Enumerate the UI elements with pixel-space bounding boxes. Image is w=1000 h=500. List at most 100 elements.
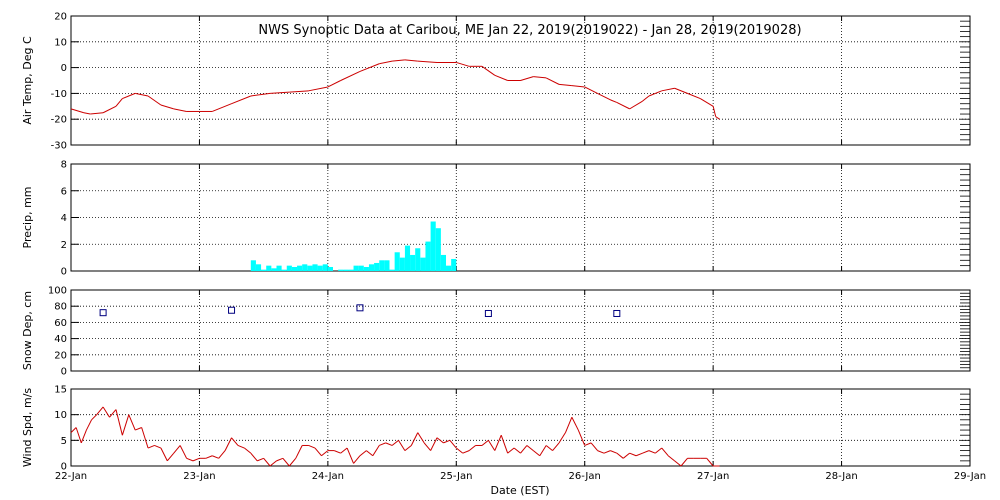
wind-speed-line-segment: [160, 447, 168, 462]
wind-speed-line-segment: [552, 442, 560, 451]
snow-depth-ytick-label: 20: [54, 350, 67, 361]
air-temp-line-segment: [404, 59, 418, 62]
wind-speed-line-segment: [655, 447, 663, 454]
x-tick-label: 26-Jan: [569, 471, 601, 482]
wind-speed-ytick-label: 0: [61, 462, 67, 473]
air-temp-line-segment: [712, 106, 717, 117]
precip-ytick-label: 4: [61, 213, 67, 224]
wind-speed-line-segment: [385, 442, 393, 446]
air-temp-frame: [70, 15, 971, 146]
air-temp-line-segment: [379, 60, 393, 65]
precip-bar: [435, 228, 441, 271]
wind-speed-line-segment: [545, 445, 553, 451]
wind-speed-line-segment: [379, 442, 386, 446]
air-temp-line-segment: [212, 103, 232, 112]
precip-ylabel: Precip, mm: [21, 187, 34, 249]
wind-speed-line-segment: [353, 455, 361, 464]
air-temp-line-segment: [597, 92, 611, 101]
wind-speed-line-segment: [244, 447, 252, 454]
air-temp-line-segment: [340, 71, 361, 81]
precip-bar: [322, 264, 328, 271]
air-temp-line-segment: [173, 108, 187, 112]
air-temp-line-segment: [70, 108, 84, 114]
air-temp-line-segment: [545, 77, 560, 85]
x-tick-label: 29-Jan: [954, 471, 986, 482]
wind-speed-line-segment: [85, 419, 92, 431]
snow-depth-ytick-label: 40: [54, 334, 67, 345]
air-temp-line-segment: [392, 59, 405, 62]
wind-speed-line-segment: [674, 460, 682, 467]
wind-speed-line-segment: [237, 445, 245, 449]
wind-speed-line-segment: [642, 450, 650, 454]
air-temp-line-segment: [520, 76, 534, 81]
precip-bar: [297, 265, 303, 271]
wind-speed-line-segment: [359, 450, 367, 457]
wind-speed-line-segment: [455, 447, 464, 454]
air-temp-line-segment: [289, 90, 309, 93]
air-temp-line-segment: [558, 83, 572, 87]
wind-speed-line-segment: [462, 450, 470, 454]
wind-speed-line-segment: [166, 452, 175, 462]
wind-speed-line-segment: [276, 457, 284, 462]
wind-speed-line-segment: [334, 450, 341, 454]
air-temp-line-segment: [674, 87, 688, 94]
wind-speed-line-segment: [610, 450, 618, 454]
wind-speed-line-segment: [173, 445, 181, 454]
air-temp-ytick-label: -30: [51, 141, 67, 152]
precip-bar: [286, 265, 292, 271]
wind-speed-line-segment: [423, 442, 431, 451]
precip-bar: [338, 269, 344, 271]
air-temp-ylabel: Air Temp, Deg C: [21, 36, 34, 125]
x-tick-label: 28-Jan: [825, 471, 857, 482]
precip-bar: [353, 265, 359, 271]
wind-speed-line-segment: [468, 445, 476, 451]
air-temp-line-segment: [661, 87, 675, 92]
wind-speed-line-segment: [564, 417, 573, 433]
wind-speed-line-segment: [680, 457, 688, 467]
snow-depth-marker: [228, 306, 236, 314]
wind-speed-line-segment: [75, 427, 82, 444]
air-temp-line-segment: [308, 86, 328, 92]
wind-speed-line-segment: [288, 457, 297, 467]
precip-ytick-label: 0: [61, 267, 67, 278]
precip-ytick-label: 8: [61, 160, 67, 171]
precip-bar: [363, 266, 369, 271]
precip-ytick-label: 2: [61, 240, 67, 251]
wind-speed-line-segment: [430, 437, 438, 451]
precip-bar: [266, 265, 272, 271]
wind-speed-frame: [70, 388, 971, 467]
wind-speed-line-segment: [186, 457, 194, 462]
wind-speed-line-segment: [603, 450, 611, 454]
wind-speed-line-segment: [558, 432, 566, 444]
wind-speed-line-segment: [231, 437, 239, 446]
wind-speed-panel: 0 5 10 15 Wind Spd, m/s: [21, 385, 971, 473]
precip-bar: [440, 254, 447, 271]
precip-bar: [368, 264, 375, 271]
wind-speed-line-segment: [80, 429, 87, 444]
wind-speed-ytick-label: 15: [54, 385, 67, 396]
precip-bar: [261, 269, 267, 271]
air-temp-line-segment: [417, 60, 438, 63]
wind-speed-line-segment: [115, 409, 123, 436]
precip-bar: [451, 258, 457, 271]
snow-depth-ytick-label: 100: [48, 286, 67, 297]
precip-bar: [425, 241, 431, 271]
wind-speed-line-segment: [121, 414, 130, 436]
x-tick-label: 22-Jan: [55, 471, 87, 482]
snow-depth-panel: 0 20 40 60 80 100 Snow Dep, cm: [21, 286, 971, 378]
precip-bar: [410, 254, 416, 271]
wind-speed-line-segment: [154, 445, 162, 449]
precip-bar: [327, 266, 333, 271]
wind-speed-line-segment: [391, 439, 399, 446]
wind-speed-line-segment: [250, 452, 258, 462]
air-temp-line-segment: [135, 92, 149, 97]
snow-depth-marker: [613, 309, 621, 317]
wind-speed-line-segment: [128, 414, 136, 431]
wind-speed-line-segment: [436, 437, 444, 444]
wind-speed-line-segment: [102, 406, 110, 418]
wind-speed-line-segment: [295, 445, 303, 459]
air-temp-line-segment: [687, 92, 701, 100]
precip-bar: [271, 268, 277, 271]
chart-title: NWS Synoptic Data at Caribou, ME Jan 22,…: [258, 23, 801, 38]
